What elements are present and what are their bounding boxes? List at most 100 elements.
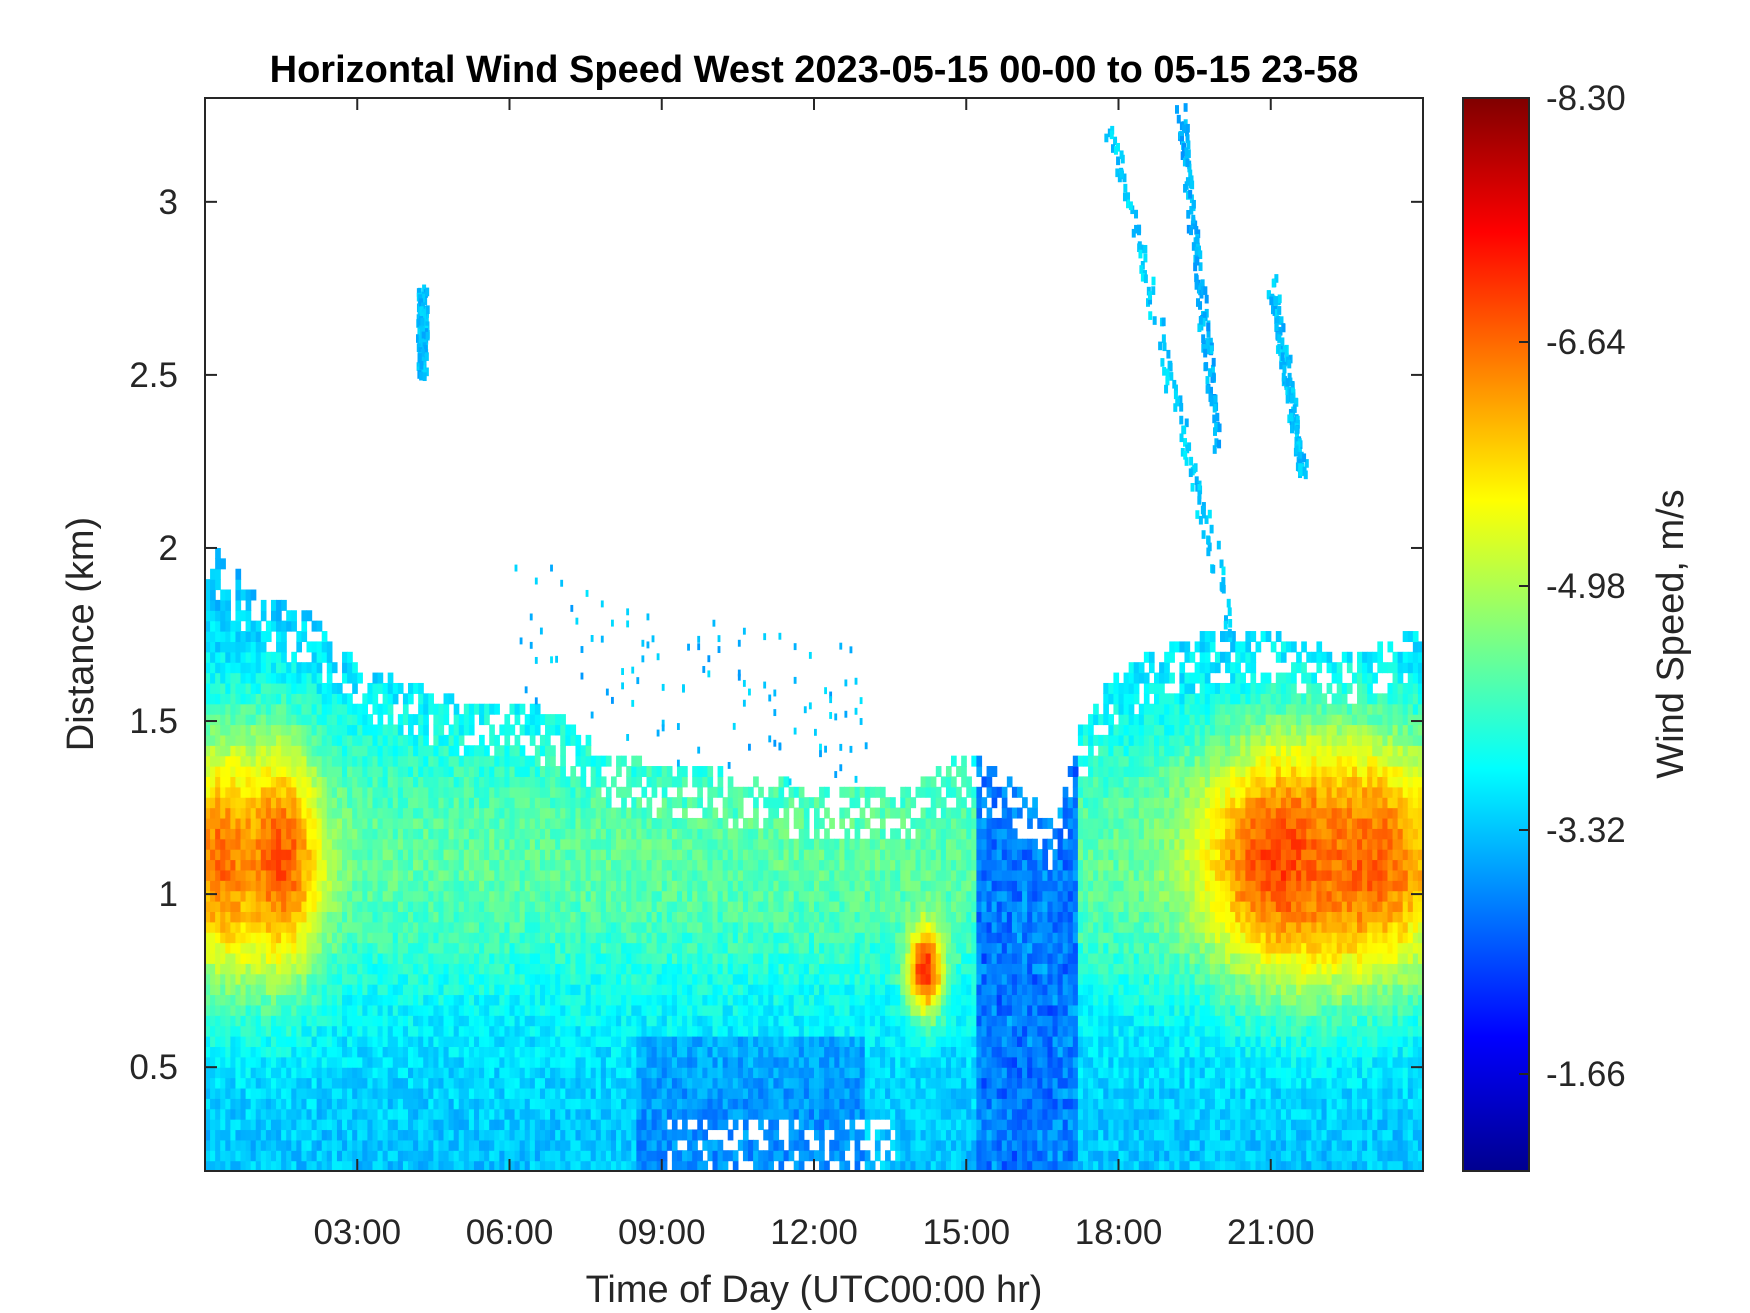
heatmap-cell xyxy=(484,911,490,923)
heatmap-cell xyxy=(311,1087,318,1099)
heatmap-cell xyxy=(387,1108,394,1120)
heatmap-cell xyxy=(539,786,546,798)
heatmap-cell xyxy=(580,869,587,881)
heatmap-cell xyxy=(682,1077,688,1089)
heatmap-cell xyxy=(240,973,247,985)
heatmap-cell xyxy=(418,1067,424,1079)
heatmap-cell xyxy=(504,984,511,996)
heatmap-cell xyxy=(570,859,577,871)
heatmap-cell xyxy=(712,807,719,819)
heatmap-cell xyxy=(255,921,262,933)
heatmap-cell xyxy=(357,952,363,964)
heatmap-cell xyxy=(311,682,318,694)
heatmap-cell xyxy=(408,1129,414,1141)
heatmap-cell xyxy=(479,828,485,840)
heatmap-cell xyxy=(529,786,536,798)
heatmap-cell xyxy=(372,1015,379,1027)
heatmap-cell xyxy=(479,786,485,798)
heatmap-cell xyxy=(392,1087,399,1099)
heatmap-cell xyxy=(590,817,597,829)
heatmap-cell xyxy=(215,766,221,778)
heatmap-cell xyxy=(621,1098,627,1110)
heatmap-cell xyxy=(737,1098,744,1110)
heatmap-cell xyxy=(580,963,587,975)
heatmap-cell xyxy=(545,973,551,985)
heatmap-cell xyxy=(565,890,571,902)
heatmap-cell xyxy=(382,1160,389,1171)
heatmap-cell xyxy=(362,693,369,705)
heatmap-cell xyxy=(524,1056,531,1068)
heatmap-cell xyxy=(676,1025,683,1037)
heatmap-cell xyxy=(311,734,318,746)
heatmap-cell xyxy=(707,776,714,788)
heatmap-cell xyxy=(408,786,414,798)
heatmap-cell xyxy=(742,984,749,996)
heatmap-cell xyxy=(402,994,409,1006)
heatmap-cell xyxy=(494,1119,500,1131)
heatmap-cell xyxy=(651,1077,658,1089)
heatmap-cell xyxy=(210,817,216,829)
heatmap-cell xyxy=(438,1129,445,1141)
heatmap-cell xyxy=(215,579,221,591)
heatmap-cell xyxy=(565,942,571,954)
heatmap-cell xyxy=(281,631,287,643)
heatmap-cell xyxy=(661,719,665,727)
heatmap-cell xyxy=(585,745,592,757)
heatmap-cell xyxy=(468,859,475,871)
heatmap-cell xyxy=(484,817,490,829)
heatmap-cell xyxy=(580,1025,587,1037)
heatmap-cell xyxy=(712,1067,719,1079)
heatmap-cell xyxy=(565,859,571,871)
heatmap-cell xyxy=(707,817,714,829)
heatmap-cell xyxy=(265,973,272,985)
heatmap-cell xyxy=(524,817,531,829)
heatmap-cell xyxy=(245,1015,252,1027)
heatmap-cell xyxy=(753,973,759,985)
heatmap-cell xyxy=(301,1108,308,1120)
heatmap-cell xyxy=(656,1087,663,1099)
heatmap-cell xyxy=(458,1046,465,1058)
heatmap-cell xyxy=(605,1077,612,1089)
heatmap-cell xyxy=(539,714,546,726)
heatmap-cell xyxy=(413,682,419,694)
heatmap-cell xyxy=(626,963,632,975)
heatmap-cell xyxy=(616,817,622,829)
heatmap-cell xyxy=(326,714,333,726)
heatmap-cell xyxy=(616,984,622,996)
heatmap-cell xyxy=(205,1108,211,1120)
heatmap-cell xyxy=(555,911,561,923)
heatmap-cell xyxy=(342,932,348,944)
heatmap-cell xyxy=(230,641,237,653)
heatmap-cell xyxy=(210,672,216,684)
heatmap-cell xyxy=(529,1098,536,1110)
heatmap-cell xyxy=(230,1150,237,1162)
heatmap-cell xyxy=(418,1160,424,1171)
heatmap-cell xyxy=(631,1108,637,1120)
heatmap-cell xyxy=(707,1036,714,1047)
heatmap-cell xyxy=(311,817,318,829)
heatmap-cell xyxy=(656,653,660,661)
heatmap-cell xyxy=(240,911,247,923)
heatmap-cell xyxy=(357,994,363,1006)
heatmap-cell xyxy=(687,817,693,829)
heatmap-cell xyxy=(402,1025,409,1037)
heatmap-cell xyxy=(250,921,257,933)
heatmap-cell xyxy=(402,1098,409,1110)
heatmap-cell xyxy=(753,1108,759,1120)
heatmap-cell xyxy=(509,932,516,944)
heatmap-cell xyxy=(494,994,500,1006)
heatmap-cell xyxy=(651,1015,658,1027)
heatmap-cell xyxy=(727,761,731,769)
heatmap-cell xyxy=(311,1077,318,1089)
heatmap-cell xyxy=(321,745,328,757)
heatmap-cell xyxy=(387,693,394,705)
heatmap-cell xyxy=(595,1098,602,1110)
heatmap-cell xyxy=(732,1087,739,1099)
heatmap-cell xyxy=(377,807,384,819)
heatmap-cell xyxy=(392,1139,399,1151)
heatmap-cell xyxy=(377,952,384,964)
heatmap-cell xyxy=(316,828,323,840)
heatmap-cell xyxy=(382,828,389,840)
heatmap-cell xyxy=(352,1087,358,1099)
heatmap-cell xyxy=(580,797,587,809)
